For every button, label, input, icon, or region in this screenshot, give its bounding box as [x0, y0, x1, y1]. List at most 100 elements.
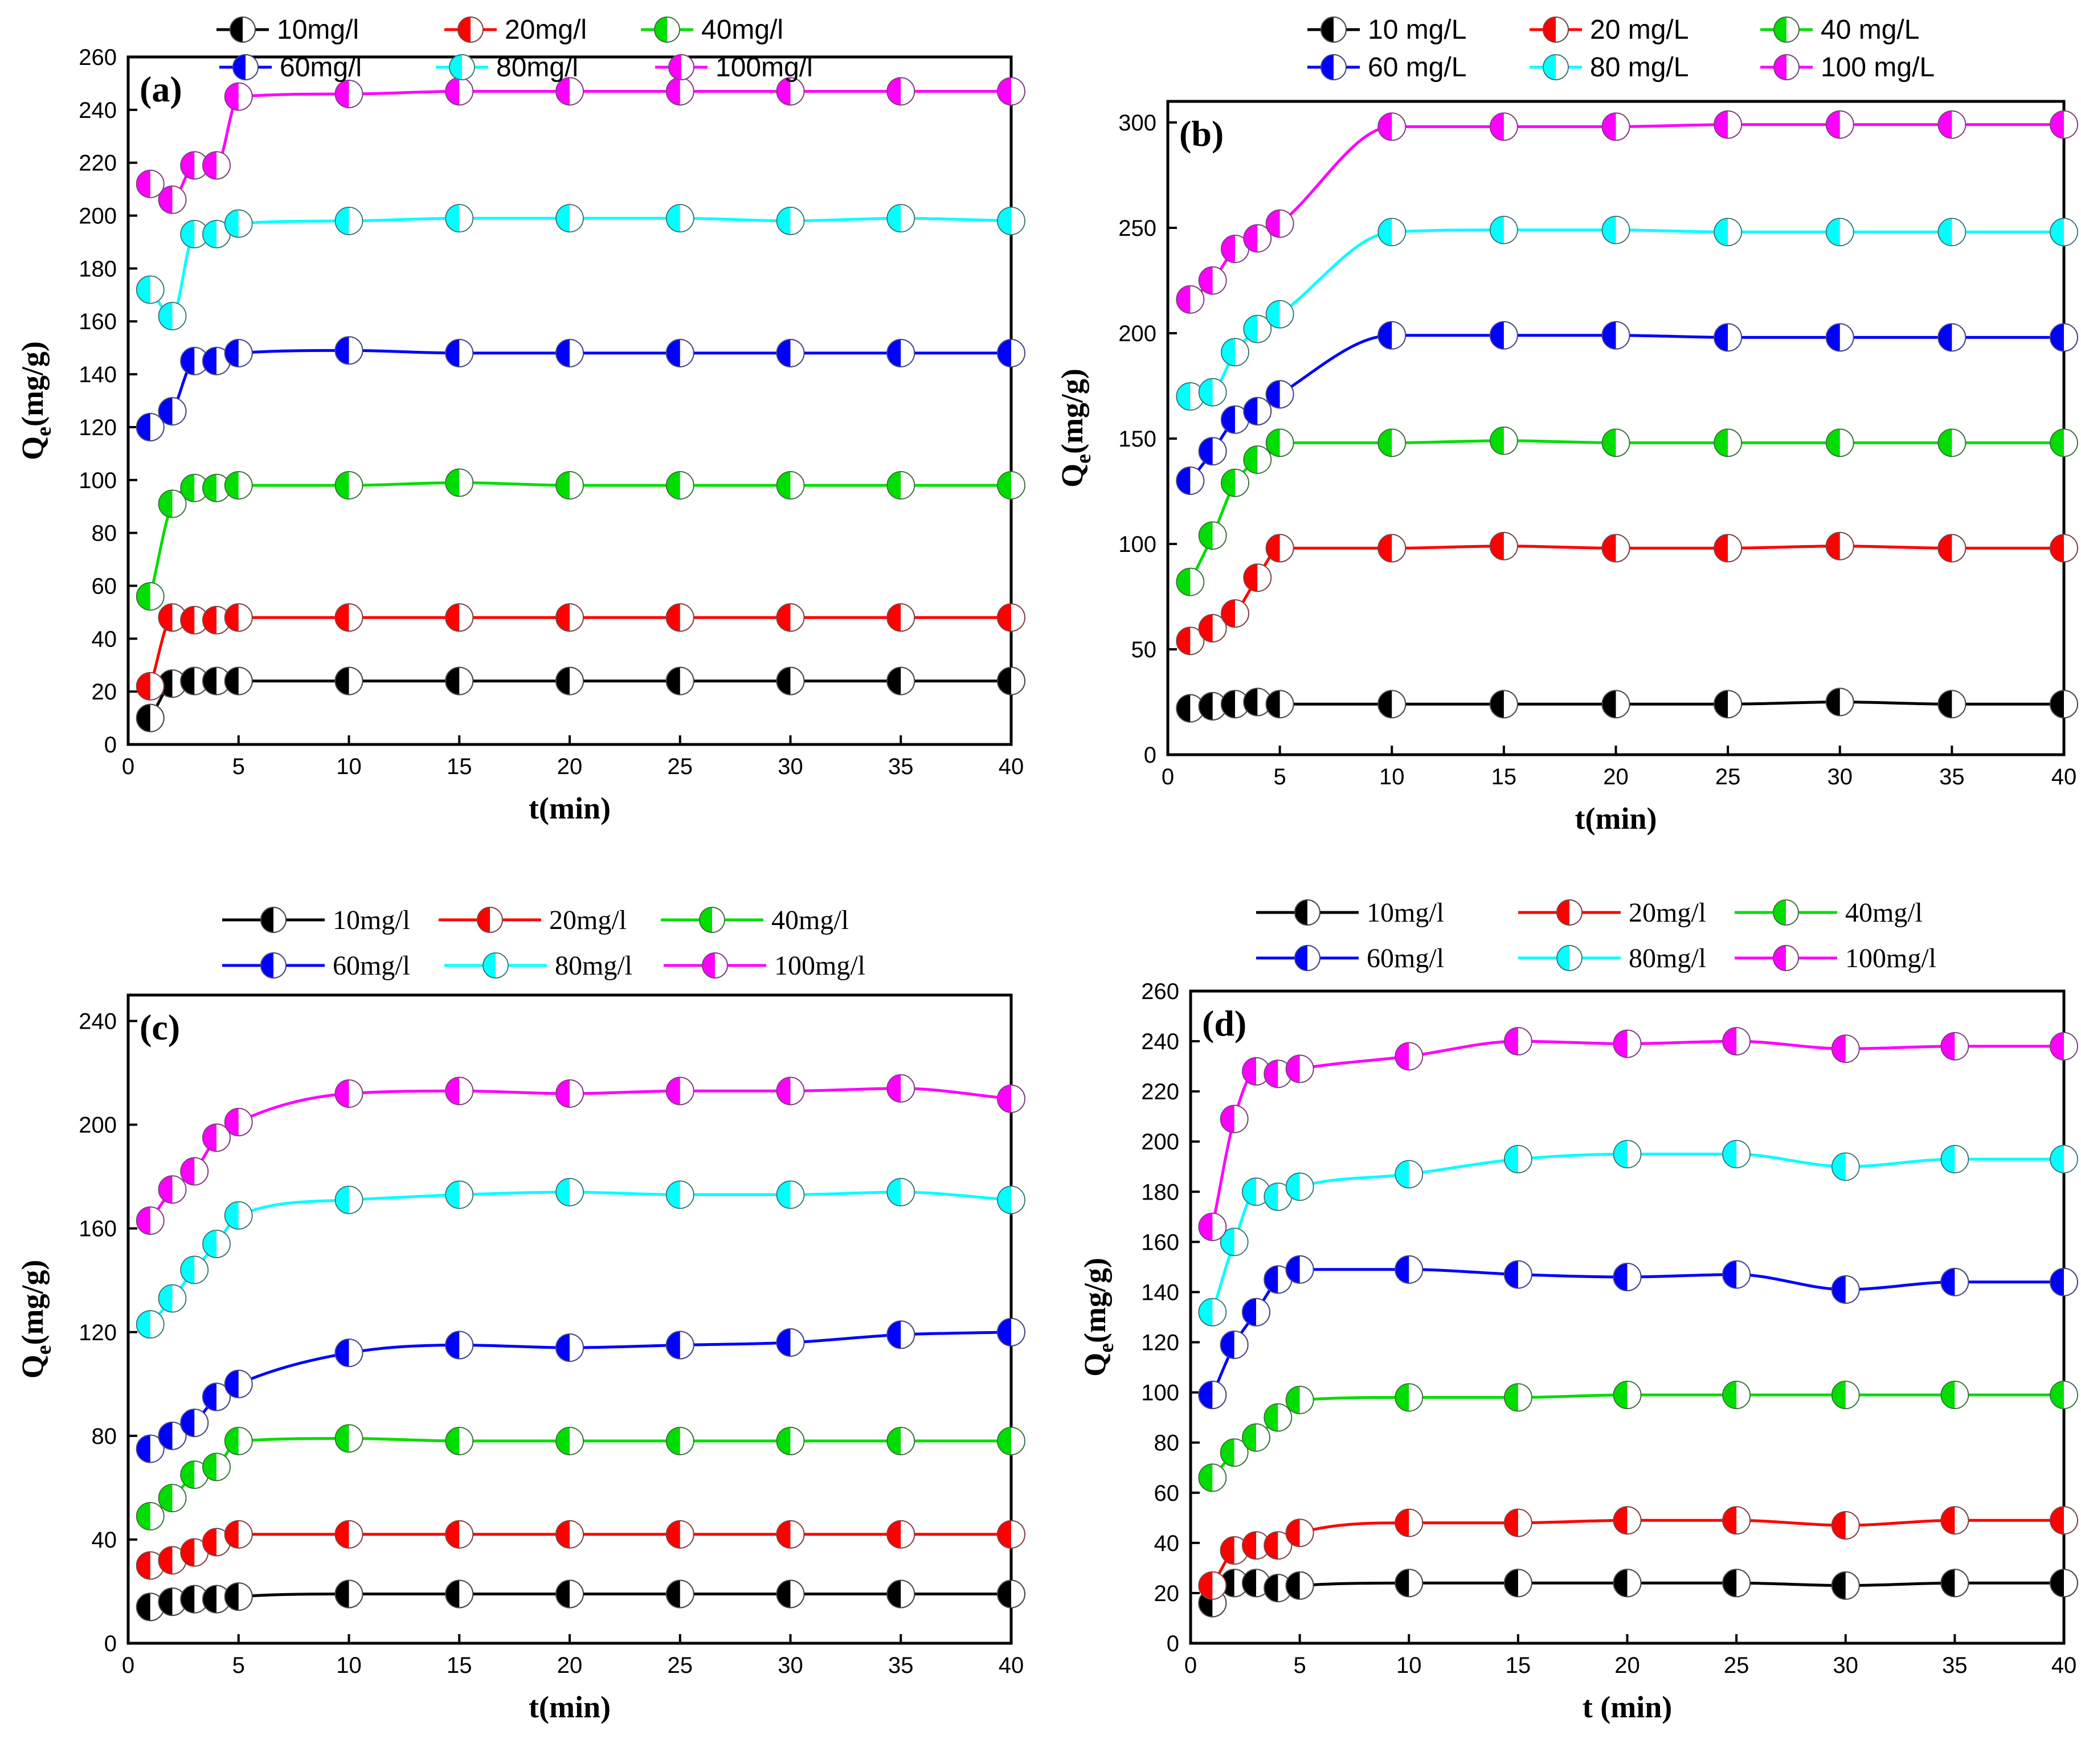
data-point — [1937, 428, 1966, 457]
legend-marker — [1294, 945, 1320, 971]
series-20mg-l — [136, 1520, 1025, 1580]
data-point — [202, 1528, 231, 1557]
data-point — [224, 1108, 253, 1137]
x-tick-label: 15 — [447, 754, 472, 779]
data-point — [1825, 687, 1854, 717]
data-point — [180, 1157, 209, 1186]
y-tick-label: 140 — [79, 362, 117, 387]
data-point — [136, 1551, 165, 1580]
data-point — [665, 77, 694, 106]
data-point — [997, 603, 1025, 632]
data-point — [886, 666, 915, 695]
data-point — [1198, 1212, 1227, 1241]
legend-entry: 40 mg/L — [1760, 15, 1919, 45]
data-point — [1601, 690, 1630, 719]
legend-entry: 40mg/l — [1735, 898, 1923, 928]
legend-entry: 80mg/l — [1518, 943, 1706, 973]
x-tick-label: 30 — [1827, 764, 1853, 789]
y-tick-label: 120 — [1141, 1331, 1179, 1356]
data-point — [1601, 321, 1630, 350]
data-point — [2050, 534, 2078, 563]
legend-marker — [1773, 17, 1800, 43]
x-tick-label: 30 — [778, 1653, 803, 1678]
legend-marker — [1543, 17, 1569, 43]
legend-label: 40 mg/L — [1821, 15, 1919, 45]
y-tick-label: 40 — [92, 627, 117, 652]
data-point — [1601, 215, 1630, 244]
data-point — [997, 1579, 1025, 1609]
data-point — [1503, 1569, 1532, 1598]
data-point — [1377, 534, 1407, 563]
data-point — [1937, 323, 1966, 352]
legend-entry: 80mg/l — [436, 52, 578, 83]
legend-entry: 80mg/l — [444, 951, 632, 981]
data-point — [1714, 218, 1743, 247]
legend-label: 20 mg/L — [1590, 15, 1688, 45]
data-point — [180, 1409, 209, 1438]
data-point — [1601, 112, 1630, 141]
legend-label: 60mg/l — [1367, 943, 1444, 973]
series-80-mg-l — [1176, 215, 2078, 411]
data-point — [334, 1579, 363, 1609]
y-tick-label: 160 — [1141, 1230, 1179, 1255]
data-point — [1198, 266, 1227, 295]
legend-marker — [483, 952, 509, 979]
data-point — [555, 1079, 584, 1108]
legend-marker — [1320, 17, 1347, 43]
data-point — [1265, 380, 1294, 409]
data-point — [202, 151, 231, 180]
y-tick-label: 100 — [79, 468, 117, 493]
series-40mg-l — [136, 468, 1025, 611]
data-point — [158, 1484, 187, 1513]
data-point — [1220, 599, 1249, 628]
data-point — [136, 1434, 165, 1463]
legend-label: 20mg/l — [505, 15, 587, 45]
data-point — [1220, 1536, 1249, 1565]
data-point — [776, 471, 805, 500]
series-40mg-l — [136, 1424, 1025, 1530]
data-point — [1831, 1152, 1860, 1181]
legend-entry: 20mg/l — [439, 905, 627, 935]
data-point — [158, 1175, 187, 1204]
series-80mg-l — [1198, 1140, 2078, 1327]
y-tick-label: 260 — [79, 45, 117, 70]
data-point — [2050, 323, 2078, 352]
series-40-mg-l — [1176, 426, 2078, 596]
data-point — [136, 1593, 165, 1622]
data-point — [1241, 1569, 1270, 1598]
data-point — [886, 1520, 915, 1549]
legend-label: 20mg/l — [1629, 898, 1706, 928]
legend-label: 80mg/l — [1629, 943, 1706, 973]
data-point — [886, 1177, 915, 1206]
data-point — [2050, 110, 2078, 139]
legend-marker — [449, 54, 475, 80]
legend-entry: 60mg/l — [1256, 943, 1444, 973]
data-point — [665, 1520, 694, 1549]
x-tick-label: 0 — [1184, 1653, 1197, 1678]
data-point — [136, 703, 165, 732]
legend-marker — [668, 54, 694, 80]
y-tick-label: 200 — [1118, 321, 1156, 346]
data-point — [1722, 1260, 1751, 1289]
data-point — [334, 336, 363, 365]
data-point — [1714, 534, 1743, 563]
legend-marker — [232, 54, 259, 80]
legend-label: 40mg/l — [1845, 898, 1923, 928]
x-axis-label: t(min) — [529, 1690, 611, 1724]
data-point — [158, 301, 187, 330]
y-tick-label: 0 — [104, 732, 117, 758]
data-point — [1241, 1531, 1270, 1560]
y-axis-label: Qe(mg/g) — [15, 1260, 56, 1379]
data-point — [1613, 1140, 1642, 1169]
legend-marker — [699, 907, 725, 933]
data-point — [180, 151, 209, 180]
data-point — [136, 582, 165, 611]
data-point — [1264, 1574, 1293, 1603]
panel-label: (c) — [140, 1007, 180, 1047]
data-point — [776, 1328, 805, 1357]
data-point — [997, 471, 1025, 500]
data-point — [202, 605, 231, 635]
y-tick-label: 150 — [1118, 427, 1156, 452]
data-point — [158, 185, 187, 214]
data-point — [1714, 690, 1743, 719]
